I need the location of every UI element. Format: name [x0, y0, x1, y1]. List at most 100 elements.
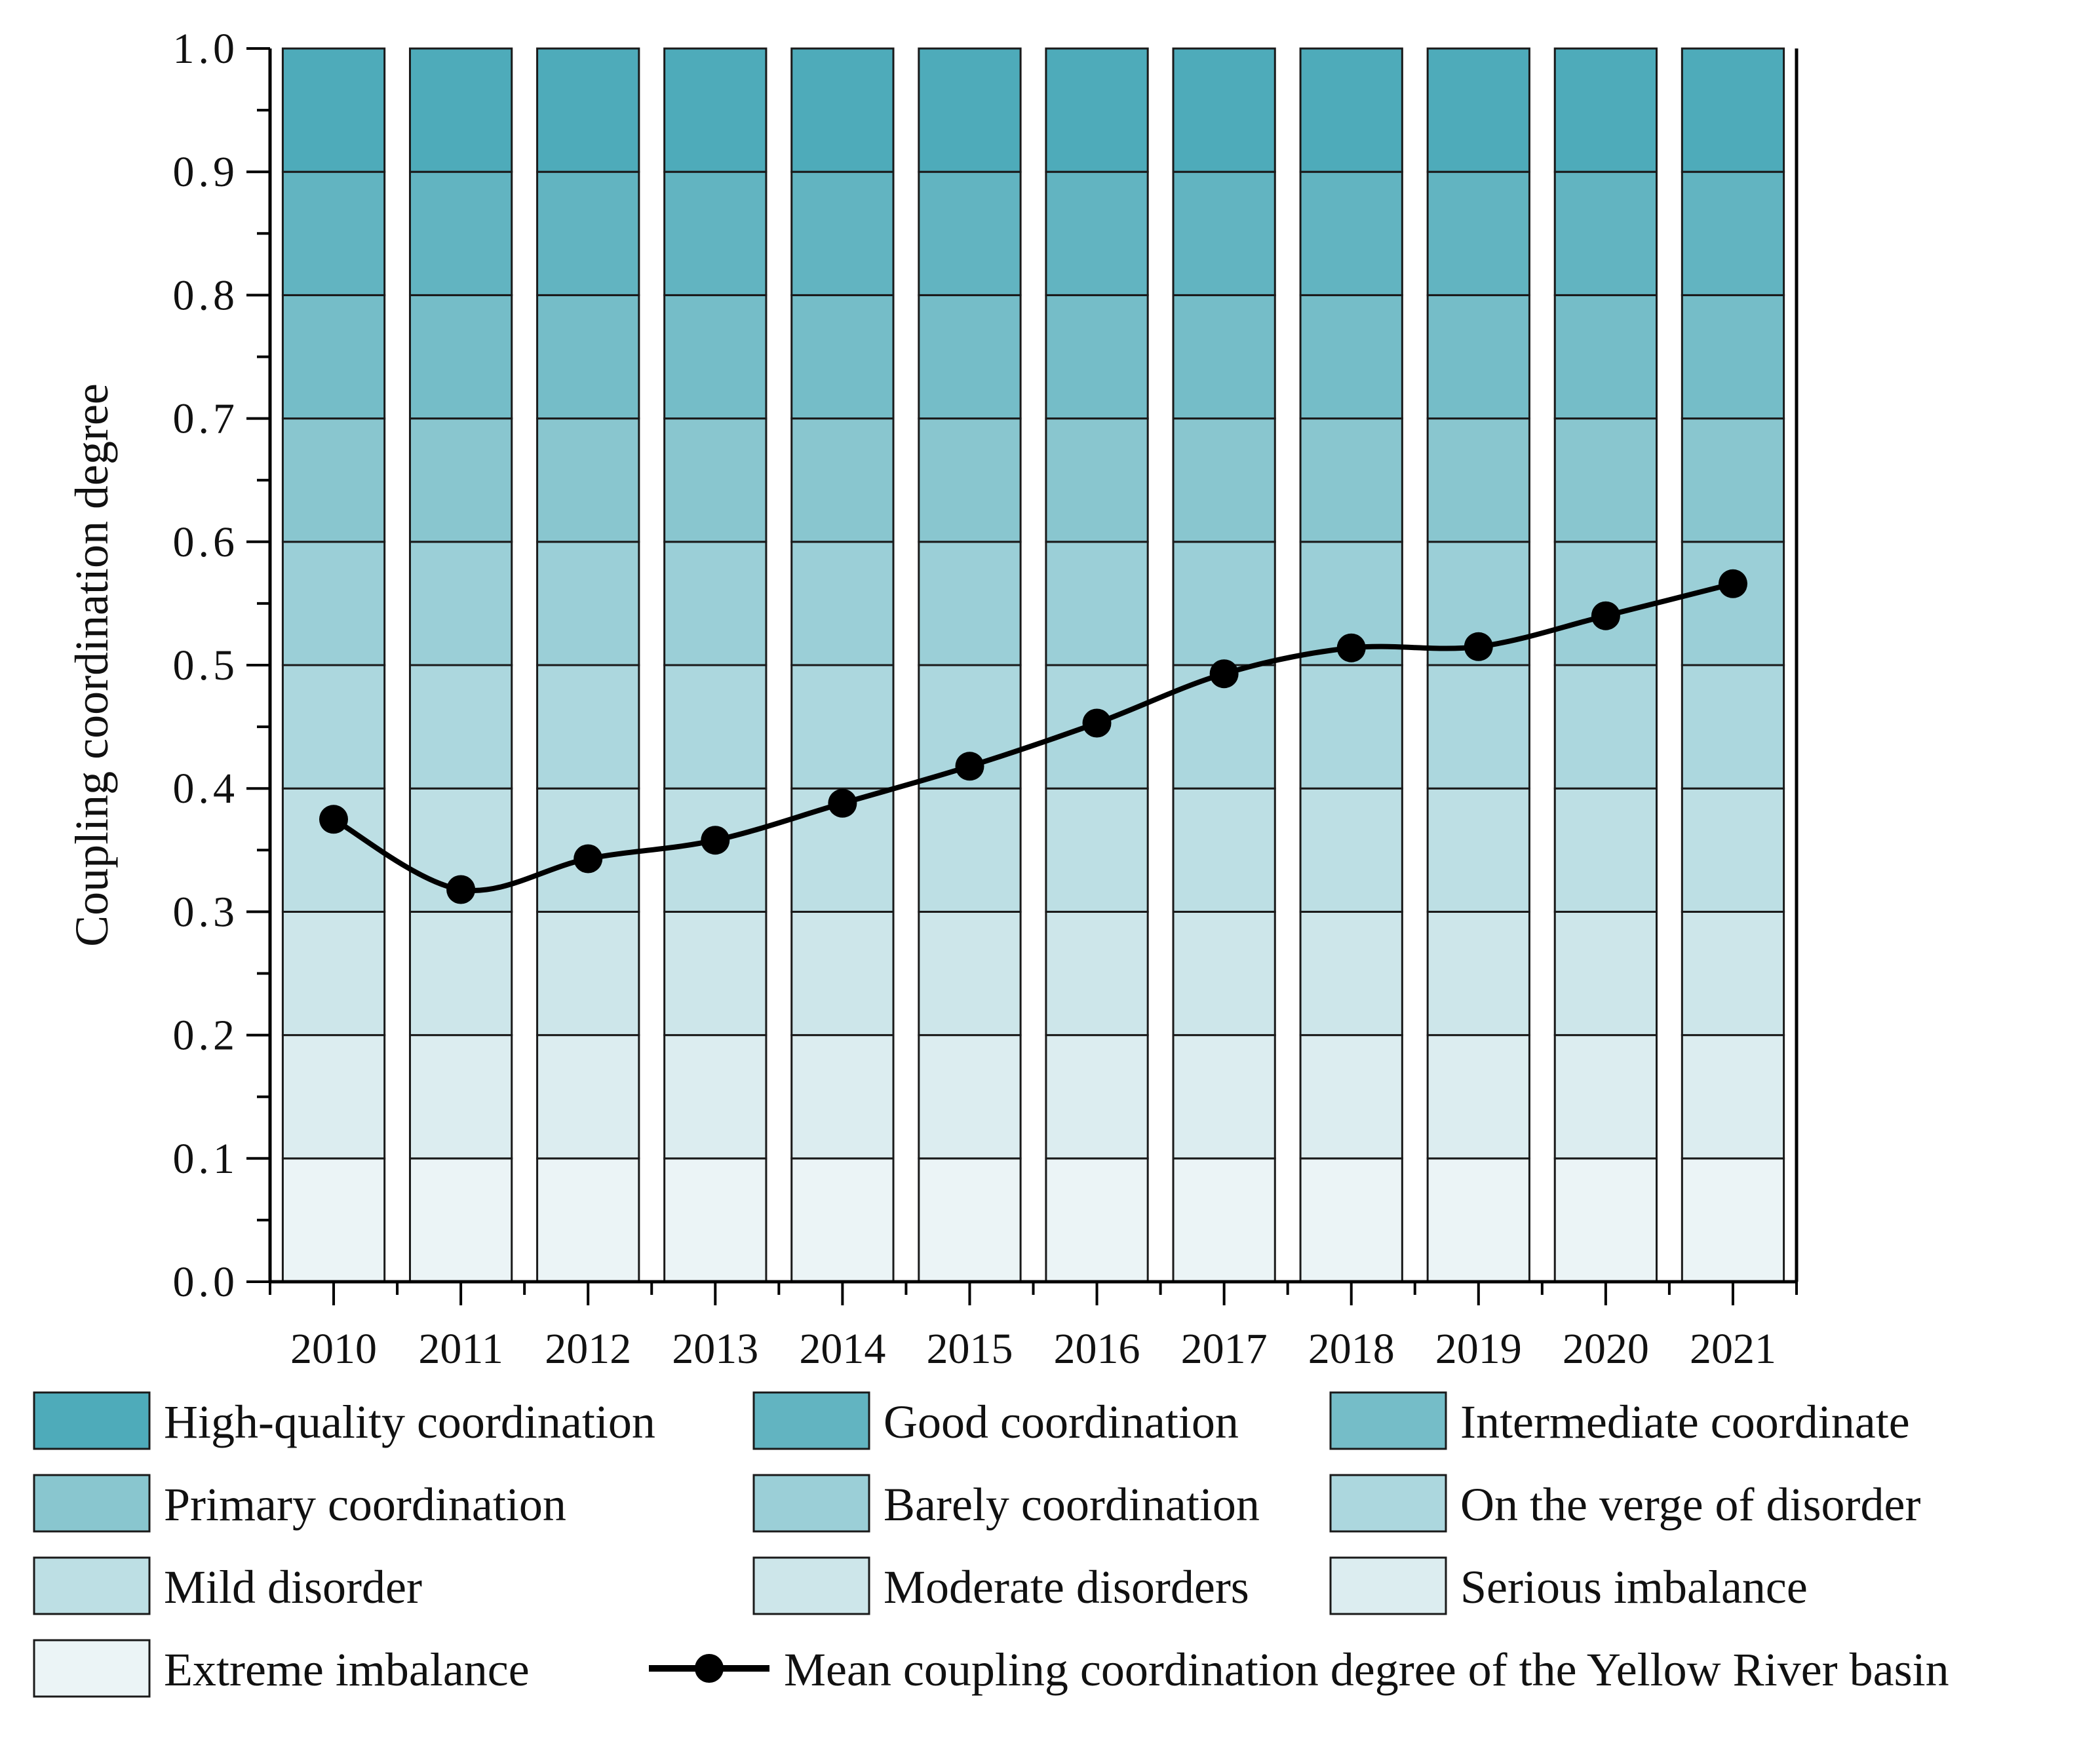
legend-item: Extreme imbalance — [33, 1639, 530, 1698]
x-tick-label: 2015 — [926, 1325, 1013, 1373]
bar-segment — [790, 417, 895, 543]
y-axis-title: Coupling coordination degree — [66, 383, 118, 947]
mean-point-2010 — [319, 805, 348, 834]
x-tick-label: 2017 — [1181, 1325, 1268, 1373]
bar-segment — [1299, 1157, 1403, 1283]
bar-segment — [918, 417, 1022, 543]
bar-segment — [1045, 910, 1149, 1037]
bar-segment — [1045, 294, 1149, 420]
bar-segment — [1299, 664, 1403, 790]
legend-label: Intermediate coordinate — [1460, 1396, 1910, 1448]
mean-point-2019 — [1464, 632, 1493, 661]
bar-segment — [790, 664, 895, 790]
bar-segment — [1681, 541, 1785, 666]
mean-point-2013 — [701, 826, 730, 855]
bar-segment — [281, 541, 386, 666]
bar-segment — [918, 294, 1022, 420]
bar-segment — [1553, 1034, 1658, 1160]
x-tick-label: 2021 — [1690, 1325, 1776, 1373]
legend: High-quality coordination Good coordinati… — [33, 1391, 1949, 1698]
legend-swatch — [33, 1474, 151, 1533]
bar-segment — [408, 541, 513, 666]
mean-point-2011 — [446, 875, 476, 904]
x-tick-label: 2014 — [799, 1325, 885, 1373]
x-tick-label: 2013 — [672, 1325, 758, 1373]
bar-segment — [1553, 787, 1658, 913]
bar-segment — [408, 910, 513, 1037]
bar-segment — [663, 910, 768, 1037]
legend-label: Mild disorder — [164, 1561, 422, 1613]
bar-segment — [663, 417, 768, 543]
bar-segment — [663, 47, 768, 173]
bar-segment — [663, 1034, 768, 1160]
y-tick-label: 0.5 — [173, 642, 239, 689]
y-tick-label: 0.2 — [173, 1012, 239, 1060]
bar-segment — [1681, 294, 1785, 420]
bar-segment — [536, 170, 640, 296]
bar-segment — [408, 170, 513, 296]
bar-segment — [918, 47, 1022, 173]
bar-segment — [1045, 417, 1149, 543]
mean-point-2017 — [1209, 659, 1239, 689]
mean-point-2014 — [828, 788, 857, 818]
legend-item: Good coordination — [752, 1391, 1239, 1450]
legend-swatch — [1329, 1391, 1447, 1450]
mean-line-series — [319, 569, 1747, 904]
legend-label: Good coordination — [884, 1396, 1239, 1448]
bar-segment — [1172, 1034, 1276, 1160]
bar-segment — [1172, 47, 1276, 173]
y-tick-label: 0.9 — [173, 148, 239, 196]
bar-segment — [790, 1157, 895, 1283]
bar-2021 — [1681, 47, 1785, 1283]
x-tick-label: 2018 — [1308, 1325, 1395, 1373]
bar-segment — [1681, 170, 1785, 296]
bar-segment — [790, 294, 895, 420]
bar-segment — [536, 417, 640, 543]
bar-segment — [536, 47, 640, 173]
bar-segment — [1681, 417, 1785, 543]
x-tick-label: 2012 — [545, 1325, 631, 1373]
legend-item: High-quality coordination — [33, 1391, 655, 1450]
y-tick-label: 0.6 — [173, 518, 239, 566]
bar-segment — [918, 1034, 1022, 1160]
plot-area — [281, 47, 1785, 1283]
bar-segment — [1426, 294, 1530, 420]
y-tick-label: 0.4 — [173, 765, 239, 813]
legend-label: High-quality coordination — [164, 1396, 655, 1448]
bar-segment — [1553, 1157, 1658, 1283]
bar-segment — [1681, 664, 1785, 790]
bar-segment — [1681, 910, 1785, 1037]
bar-segment — [1681, 47, 1785, 173]
bar-segment — [1172, 294, 1276, 420]
legend-swatch — [33, 1639, 151, 1698]
legend-label: Moderate disorders — [884, 1561, 1249, 1613]
bar-segment — [536, 664, 640, 790]
legend-item: On the verge of disorder — [1329, 1474, 1920, 1533]
bar-segment — [1045, 1157, 1149, 1283]
bar-segment — [1172, 910, 1276, 1037]
bar-segment — [1299, 47, 1403, 173]
bar-segment — [1426, 170, 1530, 296]
bar-segment — [1045, 787, 1149, 913]
mean-point-2021 — [1719, 569, 1747, 598]
bar-segment — [663, 541, 768, 666]
legend-dot-icon — [695, 1654, 724, 1683]
bar-segment — [1172, 417, 1276, 543]
bar-segment — [790, 541, 895, 666]
bar-segment — [663, 664, 768, 790]
bar-segment — [1426, 910, 1530, 1037]
legend-item: Mean coupling coordination degree of the… — [649, 1643, 1949, 1696]
y-tick-label: 1.0 — [173, 25, 239, 73]
bar-segment — [918, 787, 1022, 913]
bar-segment — [1299, 294, 1403, 420]
bar-segment — [1299, 910, 1403, 1037]
legend-item: Mild disorder — [33, 1556, 422, 1615]
bar-2019 — [1426, 47, 1530, 1283]
y-tick-label: 0.0 — [173, 1258, 239, 1306]
mean-point-2016 — [1082, 708, 1112, 738]
bar-segment — [281, 47, 386, 173]
bar-segment — [918, 1157, 1022, 1283]
bar-segment — [918, 910, 1022, 1037]
legend-swatch — [1329, 1474, 1447, 1533]
